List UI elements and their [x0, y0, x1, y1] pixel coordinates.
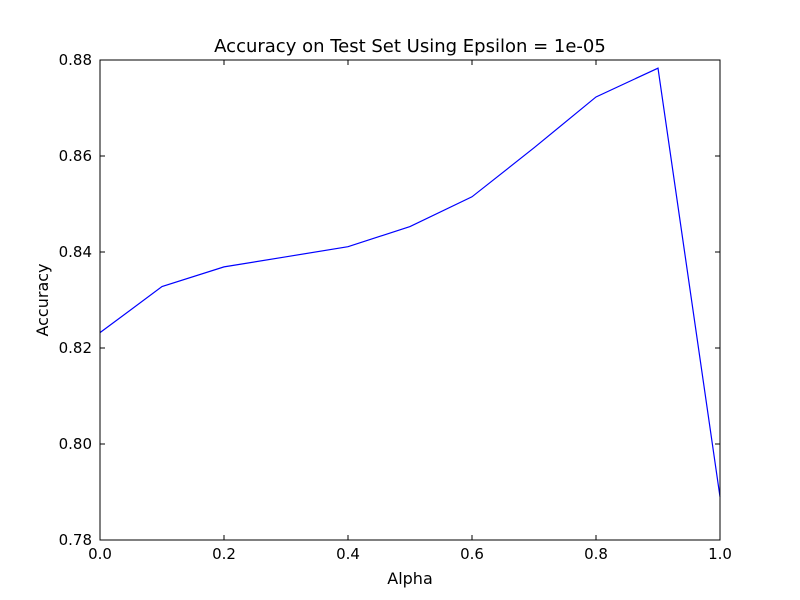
y-axis-label: Accuracy: [33, 263, 52, 336]
y-tick-label: 0.84: [59, 243, 92, 261]
x-axis-label: Alpha: [387, 569, 433, 588]
x-tick-label: 0.8: [584, 545, 608, 563]
y-tick-label: 0.88: [59, 51, 92, 69]
x-tick-label: 0.4: [336, 545, 360, 563]
x-tick-label: 0.0: [88, 545, 112, 563]
y-tick-label: 0.86: [59, 147, 92, 165]
y-tick-label: 0.80: [59, 435, 92, 453]
x-tick-label: 0.2: [212, 545, 236, 563]
axis-ticks: 0.0 0.2 0.4 0.6 0.8 1.0 0.78 0.80 0.82 0.84 0.86 0.…: [59, 51, 732, 563]
x-tick-label: 0.6: [460, 545, 484, 563]
series-layer: [99, 67, 721, 497]
accuracy-series-line: [99, 67, 721, 497]
plot-frame: [99, 59, 721, 541]
y-tick-label: 0.78: [59, 531, 92, 549]
chart-title: Accuracy on Test Set Using Epsilon = 1e-…: [214, 36, 606, 57]
x-tick-label: 1.0: [708, 545, 732, 563]
y-tick-label: 0.82: [59, 339, 92, 357]
